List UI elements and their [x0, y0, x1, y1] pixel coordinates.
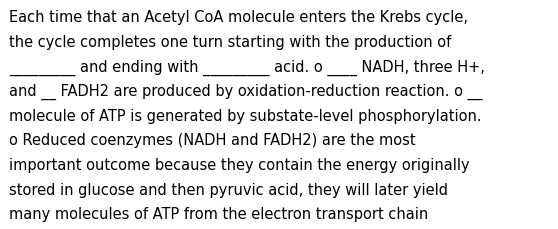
Text: important outcome because they contain the energy originally: important outcome because they contain t… — [9, 157, 469, 172]
Text: molecule of ATP is generated by substate-level phosphorylation.: molecule of ATP is generated by substate… — [9, 108, 482, 123]
Text: stored in glucose and then pyruvic acid, they will later yield: stored in glucose and then pyruvic acid,… — [9, 182, 448, 197]
Text: _________ and ending with _________ acid. o ____ NADH, three H+,: _________ and ending with _________ acid… — [9, 59, 485, 75]
Text: the cycle completes one turn starting with the production of: the cycle completes one turn starting wi… — [9, 35, 451, 50]
Text: Each time that an Acetyl CoA molecule enters the Krebs cycle,: Each time that an Acetyl CoA molecule en… — [9, 10, 468, 25]
Text: many molecules of ATP from the electron transport chain: many molecules of ATP from the electron … — [9, 206, 428, 221]
Text: and __ FADH2 are produced by oxidation-reduction reaction. o __: and __ FADH2 are produced by oxidation-r… — [9, 84, 482, 100]
Text: o Reduced coenzymes (NADH and FADH2) are the most: o Reduced coenzymes (NADH and FADH2) are… — [9, 133, 416, 148]
